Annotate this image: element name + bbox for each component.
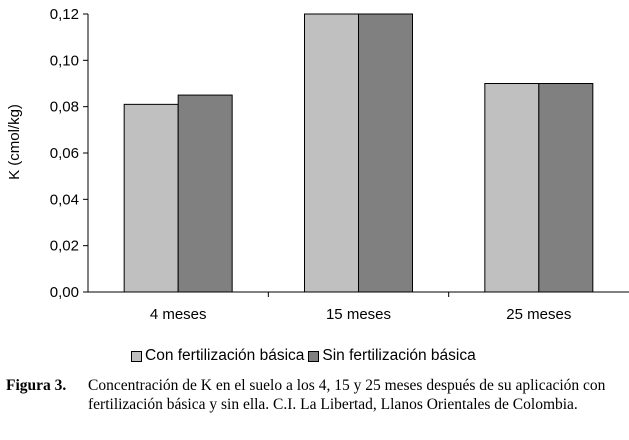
bar-con-1 (304, 13, 359, 293)
legend-item-sin: Sin fertilización básica (308, 347, 476, 365)
bar-con-2 (484, 83, 540, 293)
bar-sin-2 (538, 83, 594, 293)
y-tick-label: 0,10 (50, 52, 79, 69)
legend-swatch-con (131, 350, 142, 362)
y-tick-label: 0,06 (50, 145, 79, 162)
y-tick-label: 0,12 (50, 6, 79, 23)
y-tick-label: 0,08 (50, 99, 79, 116)
legend-swatch-sin (308, 350, 320, 362)
caption-label: Figura 3. (6, 377, 67, 394)
legend-label-sin: Sin fertilización básica (322, 347, 476, 364)
y-tick-label: 0,02 (50, 238, 79, 255)
legend-label-con: Con fertilización básica (145, 347, 305, 364)
x-tick-label: 25 meses (506, 306, 571, 323)
y-tick-label: 0,04 (50, 191, 79, 208)
x-tick-label: 15 meses (326, 306, 391, 323)
y-axis-ticks: 0,00 0,02 0,04 0,06 0,08 0,10 0,12 (50, 6, 88, 301)
legend-item-con: Con fertilización básica (131, 347, 304, 365)
y-tick-label: 0,00 (50, 284, 79, 301)
chart-bars (123, 13, 594, 293)
bar-chart: 0,00 0,02 0,04 0,06 0,08 0,10 0,12 4 meses 15 m… (6, 6, 629, 323)
bar-con-0 (123, 103, 179, 293)
figure-caption: Figura 3. Concentración de K en el suelo… (6, 376, 626, 414)
caption-text: Concentración de K en el suelo a los 4, … (88, 377, 606, 413)
bar-sin-1 (358, 13, 413, 293)
chart-legend: Con fertilización básica Sin fertilizaci… (131, 346, 480, 366)
y-axis-label: K (cmol/kg) (6, 104, 23, 180)
bar-sin-0 (177, 94, 233, 293)
x-tick-label: 4 meses (150, 306, 207, 323)
x-axis-ticks: 4 meses 15 meses 25 meses (150, 292, 571, 323)
